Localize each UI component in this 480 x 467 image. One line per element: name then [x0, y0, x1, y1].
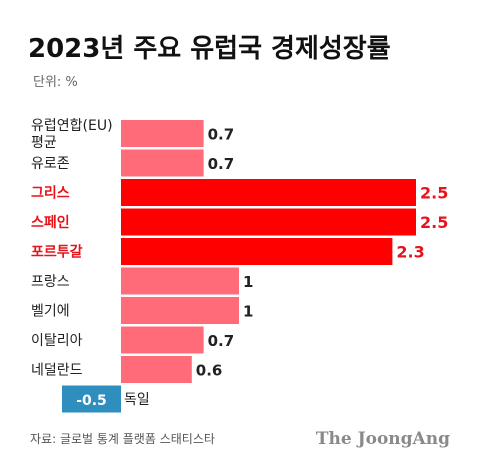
value-label: 0.7 [208, 126, 235, 144]
value-label: 0.6 [196, 362, 223, 380]
category-label: 그리스 [31, 186, 70, 202]
value-label: 2.5 [420, 184, 448, 203]
brand-logo: The JoongAng [316, 429, 450, 449]
category-label: 유럽연합(EU) 평균 [31, 118, 113, 151]
category-label: 독일 [124, 392, 150, 408]
category-label: 벨기에 [31, 304, 70, 320]
bar [121, 326, 204, 354]
value-label: 2.5 [420, 213, 448, 232]
category-label: 프랑스 [31, 274, 70, 290]
value-label: 1 [243, 303, 253, 321]
bars-group: 유럽연합(EU) 평균 0.7 유로존 0.7 그리스 2.5 스페인 2.5 포르투갈 2.3 프랑… [31, 118, 448, 413]
category-label: 이탈리아 [31, 333, 83, 349]
chart-title: 2023년 주요 유럽국 경제성장률 [28, 34, 391, 64]
bar [121, 238, 393, 265]
value-label: 2.3 [396, 243, 424, 262]
bar [121, 297, 239, 324]
value-label: 0.7 [208, 332, 235, 350]
bar [121, 120, 204, 147]
bar [121, 208, 416, 236]
category-label: 스페인 [31, 214, 70, 231]
bar [121, 179, 416, 206]
bar [121, 149, 204, 177]
bar [121, 267, 239, 295]
category-label: 포르투갈 [31, 245, 83, 261]
category-label: 유로존 [31, 156, 70, 172]
unit-label: 단위: % [33, 75, 78, 90]
value-label: -0.5 [76, 393, 107, 409]
bar [62, 385, 121, 413]
source-note: 자료: 글로벌 통계 플랫폼 스태티스타 [30, 432, 215, 446]
value-label: 0.7 [208, 155, 235, 173]
value-label: 1 [243, 273, 253, 291]
category-label: 네덜란드 [31, 363, 83, 379]
bar [121, 356, 192, 383]
